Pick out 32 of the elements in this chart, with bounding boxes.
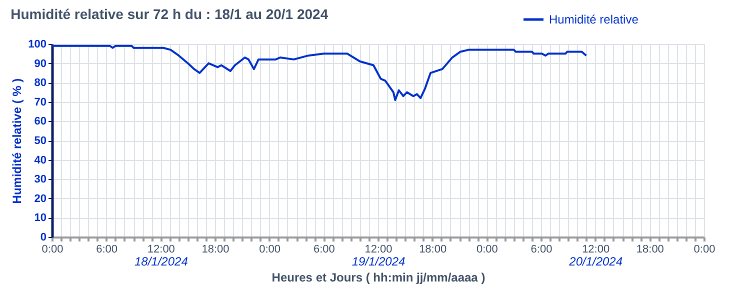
x-tick-label: 18:00 <box>636 244 664 256</box>
y-tick-label: 90 <box>34 58 46 70</box>
y-tick-label: 50 <box>34 135 46 147</box>
x-tick-label: 18:00 <box>419 244 447 256</box>
x-tick-label: 18:00 <box>202 244 230 256</box>
x-tick-label: 0:00 <box>259 244 281 256</box>
x2-tick-label: 19/1/2024 <box>352 254 406 268</box>
x-tick-label: 0:00 <box>42 244 64 256</box>
x-axis-title: Heures et Jours ( hh:min jj/mm/aaaa ) <box>272 270 486 284</box>
y-tick-label: 0 <box>40 232 46 244</box>
x-tick-label: 6:00 <box>96 244 118 256</box>
y-tick-label: 60 <box>34 116 46 128</box>
x-tick-label: 12:00 <box>582 244 610 256</box>
x2-tick-label: 18/1/2024 <box>134 254 188 268</box>
x-tick-label: 6:00 <box>530 244 552 256</box>
line-series <box>51 44 588 101</box>
y-tick-label: 40 <box>34 154 46 166</box>
y-tick-label: 70 <box>34 96 46 108</box>
legend-label: Humidité relative <box>549 12 639 26</box>
x-tick-label: 6:00 <box>313 244 335 256</box>
y-tick-label: 100 <box>28 38 46 50</box>
x-tick-label: 12:00 <box>147 244 175 256</box>
x2-tick-label: 20/1/2024 <box>568 254 623 268</box>
chart-title: Humidité relative sur 72 h du : 18/1 au 20/1 2024 <box>10 6 328 22</box>
y-tick-label: 20 <box>34 192 46 205</box>
y-tick-label: 10 <box>34 212 46 224</box>
x-tick-label: 12:00 <box>364 244 392 256</box>
y-tick-label: 80 <box>34 77 46 90</box>
x-tick-label: 0:00 <box>476 244 498 256</box>
x-tick-label: 0:00 <box>694 244 716 256</box>
y-axis-title: Humidité relative ( % ) <box>10 78 24 204</box>
y-tick-label: 30 <box>34 174 46 186</box>
